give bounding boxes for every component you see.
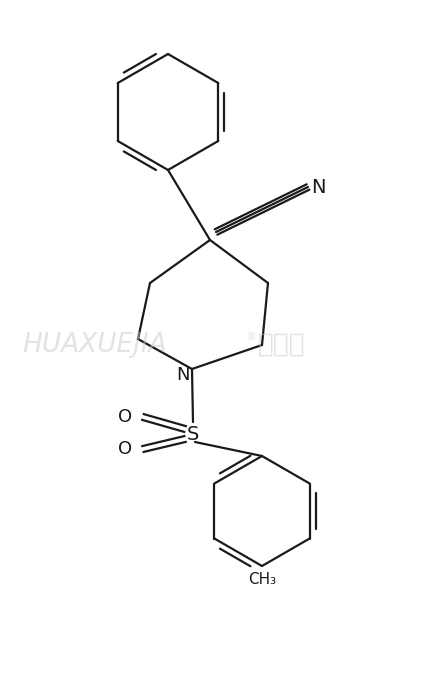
Text: 化学加: 化学加 (258, 332, 305, 358)
Text: O: O (118, 440, 132, 458)
Text: O: O (118, 408, 132, 426)
Text: S: S (187, 424, 199, 444)
Text: N: N (176, 366, 190, 384)
Text: CH₃: CH₃ (248, 572, 276, 587)
Text: ®: ® (245, 332, 256, 342)
Text: N: N (311, 178, 325, 196)
Text: HUAXUEJIA: HUAXUEJIA (22, 332, 167, 358)
